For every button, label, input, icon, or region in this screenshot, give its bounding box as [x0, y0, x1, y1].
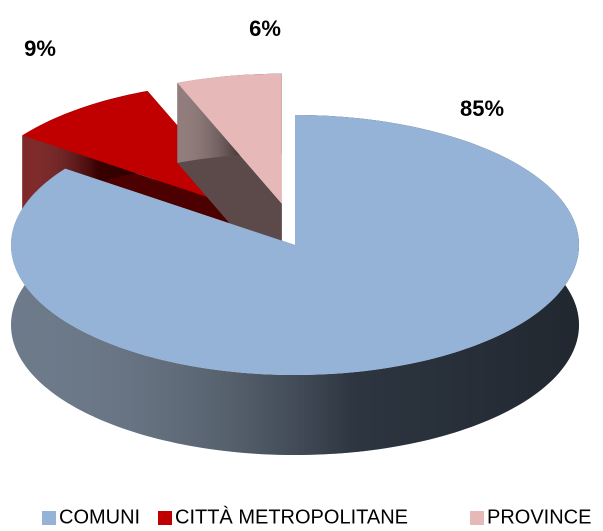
- pie: 85% 9% 6%: [11, 16, 579, 455]
- legend-label: COMUNI: [59, 506, 140, 528]
- slice: [11, 115, 579, 375]
- slice: [177, 73, 282, 204]
- data-label: 9%: [24, 36, 56, 61]
- legend-swatch: [42, 511, 56, 525]
- data-label: 6%: [249, 16, 281, 41]
- legend-swatch: [158, 511, 172, 525]
- legend: COMUNI CITTÀ METROPOLITANE PROVINCE: [42, 505, 591, 528]
- legend-swatch: [470, 511, 484, 525]
- legend-label: CITTÀ METROPOLITANE: [175, 505, 408, 528]
- legend-label: PROVINCE: [487, 506, 591, 528]
- data-label: 85%: [460, 96, 504, 121]
